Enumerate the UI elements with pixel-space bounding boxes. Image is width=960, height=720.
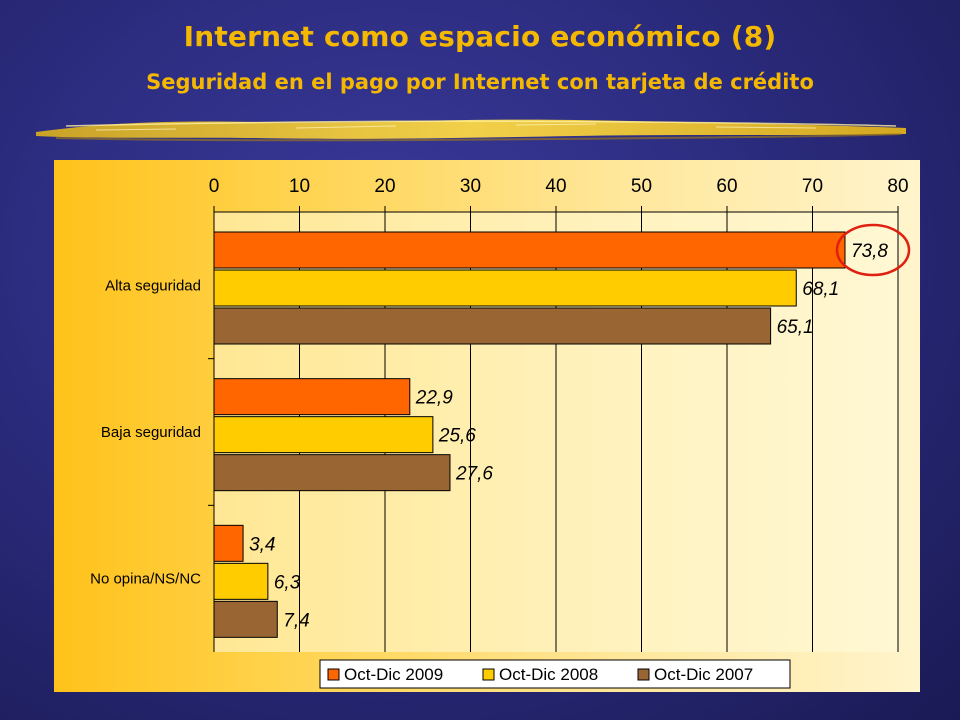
legend-label: Oct-Dic 2007 xyxy=(654,665,753,684)
legend-swatch xyxy=(482,668,495,681)
x-tick-label: 80 xyxy=(887,176,908,197)
data-label: 65,1 xyxy=(777,317,814,338)
data-label: 73,8 xyxy=(851,241,888,262)
bar[interactable] xyxy=(213,307,772,345)
bar-chart: 0 10 20 30 40 50 60 70 80 Alta seguridad 73,8 68,1… xyxy=(90,176,911,689)
legend-label: Oct-Dic 2008 xyxy=(499,665,598,684)
bar[interactable] xyxy=(213,231,846,269)
x-tick-label: 70 xyxy=(802,176,823,197)
highlight-circle xyxy=(835,223,911,277)
x-tick-label: 50 xyxy=(631,176,652,197)
bar[interactable] xyxy=(213,562,269,600)
bar[interactable] xyxy=(213,416,434,454)
data-label: 22,9 xyxy=(415,388,453,409)
x-tick-label: 40 xyxy=(545,176,566,197)
bar[interactable] xyxy=(213,600,278,638)
bar[interactable] xyxy=(213,378,411,416)
legend-swatch xyxy=(637,668,650,681)
data-label: 25,6 xyxy=(438,426,476,447)
category-label: No opina/NS/NC xyxy=(90,571,201,588)
brush-stroke-divider xyxy=(36,119,906,142)
data-label: 6,3 xyxy=(274,572,301,593)
bar[interactable] xyxy=(213,454,451,492)
data-label: 3,4 xyxy=(249,534,275,555)
category-label: Baja seguridad xyxy=(101,424,201,441)
data-label: 27,6 xyxy=(455,464,493,485)
legend-box xyxy=(319,659,791,689)
data-label: 68,1 xyxy=(802,279,839,300)
x-tick-label: 0 xyxy=(209,176,220,197)
x-tick-label: 10 xyxy=(289,176,310,197)
slide-title: Internet como espacio económico (8) xyxy=(183,20,777,53)
x-tick-label: 30 xyxy=(460,176,481,197)
x-tick-label: 60 xyxy=(716,176,737,197)
data-label: 7,4 xyxy=(283,610,309,631)
bar[interactable] xyxy=(213,269,797,307)
slide-subtitle: Seguridad en el pago por Internet con ta… xyxy=(146,70,814,94)
legend-label: Oct-Dic 2009 xyxy=(344,665,443,684)
legend-swatch xyxy=(327,668,340,681)
bar[interactable] xyxy=(213,524,244,562)
category-label: Alta seguridad xyxy=(105,277,201,294)
x-tick-label: 20 xyxy=(374,176,395,197)
